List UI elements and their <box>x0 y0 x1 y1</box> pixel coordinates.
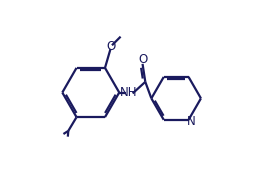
Text: NH: NH <box>120 86 138 99</box>
Text: O: O <box>106 40 115 53</box>
Text: N: N <box>187 115 196 128</box>
Text: O: O <box>138 53 147 66</box>
